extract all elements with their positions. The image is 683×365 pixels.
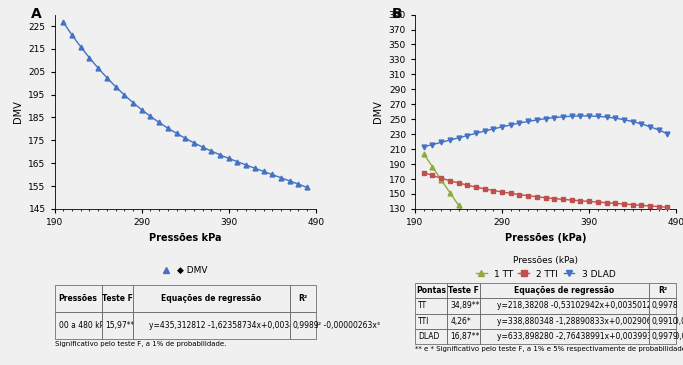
Text: A: A (31, 7, 42, 21)
Legend: 1 TT, 2 TTI, 3 DLAD: 1 TT, 2 TTI, 3 DLAD (472, 253, 619, 282)
Y-axis label: DMV: DMV (13, 100, 23, 123)
Legend: ◆ DMV: ◆ DMV (159, 262, 211, 278)
Text: Significativo pelo teste F, a 1% de probabilidade.: Significativo pelo teste F, a 1% de prob… (55, 341, 226, 347)
Text: B: B (391, 7, 402, 21)
X-axis label: Pressões kPa: Pressões kPa (149, 233, 221, 242)
X-axis label: Pressões (kPa): Pressões (kPa) (505, 233, 586, 242)
Text: ** e * Significativo pelo teste F, a 1% e 5% respectivamente de probabilidade.: ** e * Significativo pelo teste F, a 1% … (415, 346, 683, 353)
Y-axis label: DMV: DMV (373, 100, 383, 123)
